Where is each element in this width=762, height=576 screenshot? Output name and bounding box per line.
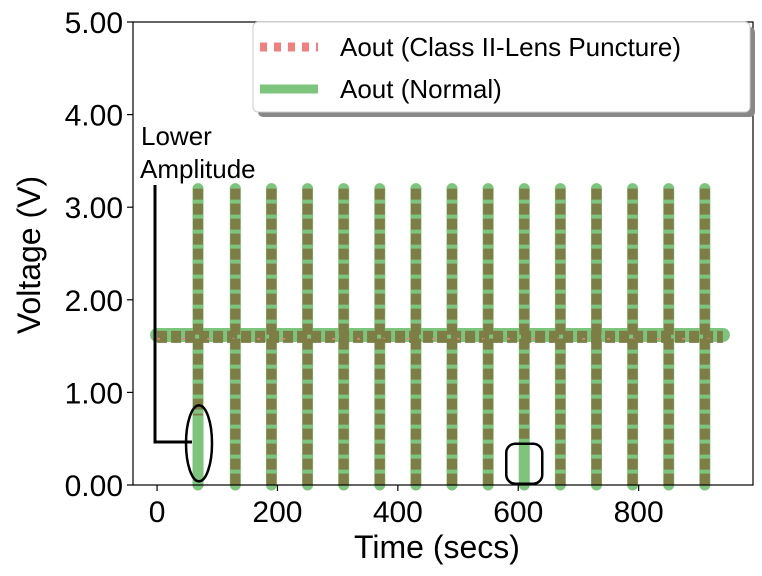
annotation-rounded-box	[505, 442, 544, 485]
x-tick-label: 200	[252, 496, 302, 529]
y-tick-label: 1.00	[65, 377, 123, 410]
y-tick-label: 0.00	[65, 470, 123, 503]
legend-box	[252, 21, 751, 113]
x-tick-label: 400	[373, 496, 423, 529]
annotation-label-line1: Lower	[141, 121, 212, 151]
x-axis-title: Time (secs)	[354, 529, 520, 565]
axes: 0 200 400 600 800 0.00 1.00 2.00 3.00 4.00 5.00	[65, 7, 664, 529]
y-tick-label: 5.00	[65, 7, 123, 40]
annotation-bracket	[153, 185, 192, 444]
plot-area	[150, 183, 730, 491]
y-tick-label: 2.00	[65, 285, 123, 318]
y-tick-label: 4.00	[65, 100, 123, 133]
annotations: Lower Amplitude	[140, 121, 544, 485]
y-axis-title: Voltage (V)	[11, 176, 47, 334]
legend-label-normal: Aout (Normal)	[340, 74, 502, 104]
y-tick-label: 3.00	[65, 192, 123, 225]
legend-label-class-ii: Aout (Class II-Lens Puncture)	[340, 32, 681, 62]
annotation-ellipse	[184, 404, 214, 483]
x-tick-label: 600	[493, 496, 543, 529]
legend: Aout (Class II-Lens Puncture) Aout (Norm…	[252, 21, 755, 117]
x-tick-label: 0	[149, 496, 166, 529]
x-tick-label: 800	[614, 496, 664, 529]
annotation-label-line2: Amplitude	[140, 154, 256, 184]
